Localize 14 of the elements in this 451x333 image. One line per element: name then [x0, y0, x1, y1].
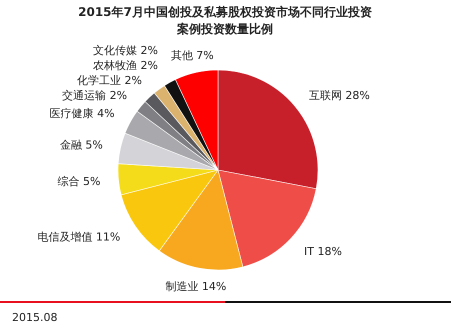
slice-label: 交通运输 2%: [62, 88, 128, 102]
slice-label: 金融 5%: [60, 138, 103, 152]
slice-label: 化学工业 2%: [76, 74, 142, 87]
slice-label: 其他 7%: [170, 48, 214, 62]
chart-title: 2015年7月中国创投及私募股权投资市场不同行业投资案例投资数量比例: [77, 4, 373, 38]
text: 2015.08: [12, 311, 58, 324]
slice-label: 电信及增值 11%: [37, 230, 120, 244]
slice-label: IT 18%: [304, 244, 342, 258]
slice-label: 制造业 14%: [165, 280, 226, 293]
slice-label: 互联网 28%: [308, 88, 370, 102]
slice-label: 医疗健康 4%: [50, 107, 115, 120]
slice-label: 文化传媒 2%: [93, 44, 158, 57]
slice-label: 农林牧渔 2%: [93, 58, 158, 72]
slice-label: 综合 5%: [58, 175, 101, 188]
